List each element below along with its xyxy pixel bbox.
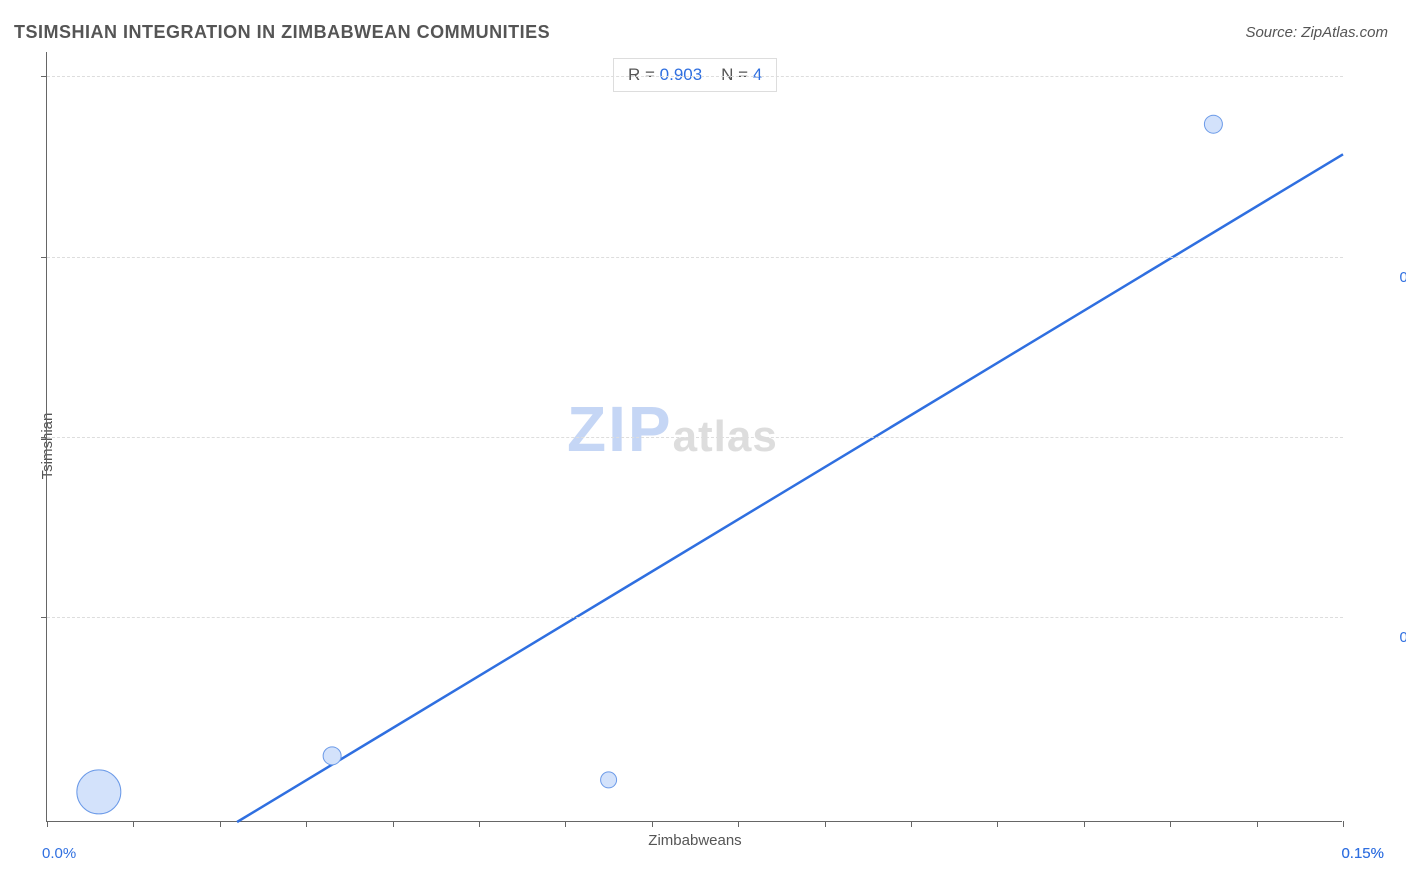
x-tick	[220, 821, 221, 827]
x-tick	[306, 821, 307, 827]
x-tick	[1343, 821, 1344, 827]
x-tick	[652, 821, 653, 827]
gridline	[47, 437, 1343, 438]
y-tick	[41, 437, 47, 438]
y-tick-label: 0.15%	[1399, 629, 1406, 646]
x-tick	[393, 821, 394, 827]
x-tick	[1257, 821, 1258, 827]
data-point	[77, 770, 121, 814]
gridline	[47, 257, 1343, 258]
gridline	[47, 76, 1343, 77]
plot-outer: ZIPatlas R = 0.903 N = 4 Zimbabweans 0.0…	[46, 52, 1392, 860]
x-tick	[1084, 821, 1085, 827]
chart-container: TSIMSHIAN INTEGRATION IN ZIMBABWEAN COMM…	[0, 0, 1406, 892]
y-min-label: 0.15%	[1341, 845, 1384, 862]
y-tick	[41, 617, 47, 618]
y-tick	[41, 76, 47, 77]
gridline	[47, 617, 1343, 618]
data-point	[601, 772, 617, 788]
x-tick	[565, 821, 566, 827]
x-tick	[911, 821, 912, 827]
x-tick	[997, 821, 998, 827]
x-axis-label: Zimbabweans	[47, 832, 1343, 849]
chart-title: TSIMSHIAN INTEGRATION IN ZIMBABWEAN COMM…	[14, 22, 550, 43]
y-tick-label: 0.45%	[1399, 269, 1406, 286]
x-tick	[133, 821, 134, 827]
data-point	[323, 747, 341, 765]
x-tick	[738, 821, 739, 827]
x-min-label: 0.0%	[42, 845, 76, 862]
x-tick	[47, 821, 48, 827]
x-tick	[479, 821, 480, 827]
source-attribution: Source: ZipAtlas.com	[1245, 24, 1388, 41]
data-point	[1204, 115, 1222, 133]
x-tick	[825, 821, 826, 827]
plot-area: ZIPatlas R = 0.903 N = 4 Zimbabweans	[46, 52, 1342, 822]
x-tick	[1170, 821, 1171, 827]
y-tick	[41, 257, 47, 258]
trend-line	[237, 154, 1343, 822]
